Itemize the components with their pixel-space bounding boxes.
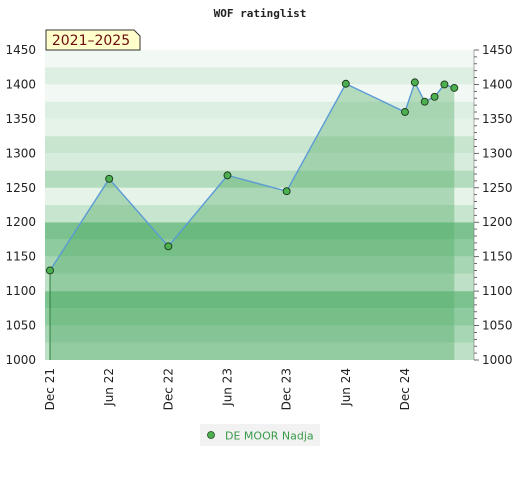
background-band: [45, 67, 474, 85]
background-band: [45, 50, 474, 68]
series-area: [50, 82, 455, 360]
data-point: [105, 174, 114, 183]
background-band: [45, 308, 474, 326]
background-band: [45, 187, 474, 205]
data-point: [401, 108, 409, 116]
background-band: [45, 222, 474, 240]
x-tick-label: Jun 24: [339, 368, 353, 407]
y-tick-label-right: 1000: [482, 353, 513, 367]
y-tick-label-left: 1300: [5, 146, 36, 160]
x-tick-label: Dec 23: [280, 368, 294, 410]
y-tick-label-right: 1250: [482, 181, 513, 195]
background-band: [45, 101, 474, 119]
y-tick-label-left: 1350: [5, 112, 36, 126]
y-tick-label-right: 1100: [482, 284, 513, 298]
y-tick-label-right: 1450: [482, 43, 513, 57]
legend: DE MOOR Nadja: [200, 424, 320, 446]
y-tick-label-left: 1200: [5, 215, 36, 229]
data-point: [164, 242, 173, 251]
x-axis-labels: Dec 21 Jun 22 Dec 22 Jun 23 Dec 23 Jun 24 Dec …: [43, 368, 412, 410]
background-band: [45, 325, 474, 343]
y-tick-label-left: 1150: [5, 250, 36, 264]
y-tick-label-left: 1000: [5, 353, 36, 367]
background-band: [45, 291, 474, 309]
y-tick-label-left: 1400: [5, 77, 36, 91]
y-tick-label-left: 1050: [5, 319, 36, 333]
x-tick-label: Dec 24: [398, 368, 412, 410]
data-point: [450, 83, 459, 92]
x-tick-label: Jun 23: [220, 368, 234, 407]
legend-box: [200, 424, 320, 446]
y-tick-label-right: 1350: [482, 112, 513, 126]
y-tick-label-right: 1200: [482, 215, 513, 229]
data-point: [410, 78, 419, 87]
background-band: [45, 118, 474, 137]
background-band: [45, 84, 474, 102]
background-band: [45, 273, 474, 292]
background-band: [45, 256, 474, 274]
period-badge: 2021–2025: [45, 29, 141, 51]
y-axis-left-labels: 1000 1050 1100 1150 1200 1250 1300 1350 1400 1450: [5, 43, 36, 367]
background-band: [45, 205, 474, 223]
background-band: [45, 136, 474, 154]
data-point: [440, 80, 449, 89]
period-badge-box: [45, 29, 141, 51]
x-tick-label: Dec 21: [43, 368, 57, 410]
y-axis-right-labels: 1000 1050 1100 1150 1200 1250 1300 1350 1400 1450: [482, 43, 513, 367]
data-point: [430, 92, 439, 101]
background-band: [45, 342, 474, 360]
background-band: [45, 239, 474, 257]
background-band: [45, 153, 474, 171]
data-point: [341, 79, 350, 88]
y-tick-label-left: 1450: [5, 43, 36, 57]
legend-label: DE MOOR Nadja: [225, 430, 314, 443]
data-point: [282, 187, 291, 196]
y-tick-label-left: 1250: [5, 181, 36, 195]
series-points: [46, 78, 459, 275]
y-tick-label-left: 1100: [5, 284, 36, 298]
x-tick-label: Dec 22: [161, 368, 175, 410]
right-axis-minor-ticks: [473, 49, 479, 361]
data-point: [223, 171, 232, 180]
legend-marker: [207, 431, 215, 439]
data-point: [46, 266, 54, 275]
chart-title: WOF ratinglist: [214, 7, 307, 20]
y-tick-label-right: 1050: [482, 319, 513, 333]
x-tick-label: Jun 22: [102, 368, 116, 407]
background-bands: [45, 50, 474, 360]
data-point: [420, 97, 429, 106]
background-band: [45, 170, 474, 188]
period-badge-label: 2021–2025: [52, 33, 130, 49]
y-tick-label-right: 1300: [482, 146, 513, 160]
y-tick-label-right: 1400: [482, 77, 513, 91]
y-tick-label-right: 1150: [482, 250, 513, 264]
